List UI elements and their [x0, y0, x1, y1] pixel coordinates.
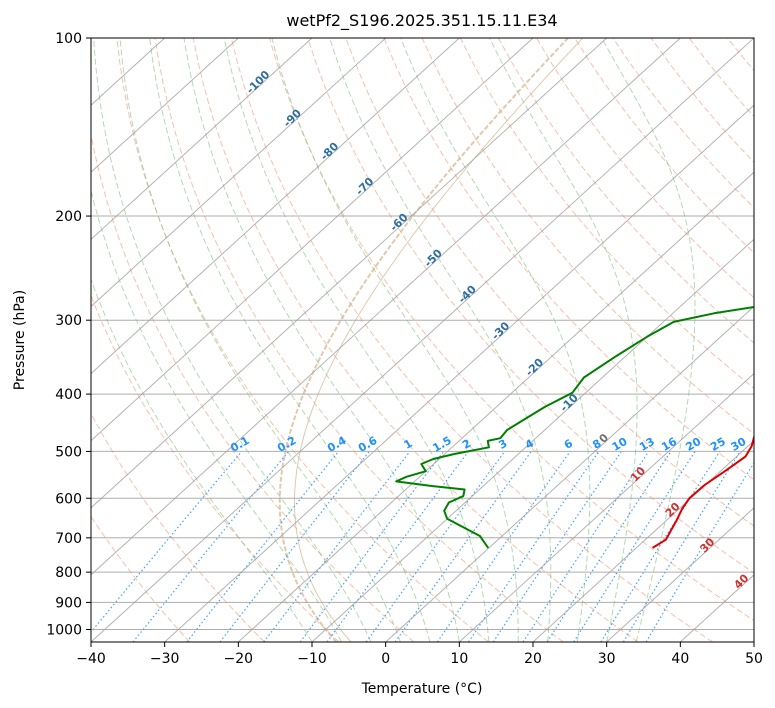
dry-adiabat-line [154, 38, 564, 642]
y-axis-label: Pressure (hPa) [12, 290, 28, 390]
series-line-2 [395, 305, 754, 549]
mixing-ratio-line [263, 451, 411, 642]
x-axis: −40 −30 −20 −10 0 10 20 30 40 50 [76, 642, 763, 667]
moist-adiabat-line [601, 38, 696, 642]
y-tick-label: 100 [55, 31, 82, 47]
dry-adiabat-line [269, 38, 754, 622]
isotherm-line [91, 38, 534, 442]
isotherm-line [91, 38, 387, 308]
moist-adiabat-line [91, 188, 342, 642]
y-tick-label: 800 [55, 565, 82, 581]
mixing-ratio-line [492, 451, 622, 642]
x-tick-label: 40 [671, 651, 689, 667]
dry-adiabat-line [91, 412, 265, 642]
isotherm-line [458, 372, 754, 642]
dry-adiabat-line [536, 38, 754, 299]
y-tick-label: 1000 [46, 622, 82, 638]
dry-adiabat-line [307, 38, 754, 574]
dry-adiabat-line [459, 38, 754, 389]
x-tick-label: 30 [598, 651, 616, 667]
x-tick-label: −30 [150, 651, 180, 667]
isotherm-line [91, 38, 313, 241]
isotherm-line [532, 439, 754, 642]
mixing-ratio-line [467, 451, 600, 642]
mixing-ratio-line [326, 451, 469, 642]
dry-adiabat-line [230, 38, 713, 642]
grid [91, 38, 754, 642]
x-tick-label: −20 [224, 651, 254, 667]
y-tick-label: 200 [55, 209, 82, 225]
x-axis-label: Temperature (°C) [361, 681, 483, 697]
isotherm-line [237, 171, 754, 642]
dry-adiabat-line [497, 38, 754, 344]
series-layer [395, 305, 754, 549]
mixing-ratio-line [186, 451, 340, 642]
moist-adiabat-line [119, 38, 401, 642]
isotherm-line [164, 104, 754, 642]
mixing-ratio-line [365, 451, 506, 642]
wet-bulb-curve [294, 38, 584, 642]
y-tick-label: 400 [55, 387, 82, 403]
moist-adiabat-line [489, 38, 638, 642]
mixing-ratio-line [622, 451, 741, 642]
y-tick-label: 600 [55, 491, 82, 507]
isotherm-line [91, 38, 754, 642]
moist-adiabat-line [93, 38, 372, 642]
isotherm-line [91, 38, 239, 173]
y-tick-label: 300 [55, 313, 82, 329]
mixing-ratio-line [573, 451, 696, 642]
isotherm-line [385, 305, 754, 642]
x-tick-label: 20 [524, 651, 542, 667]
mixing-ratio-line [91, 451, 243, 633]
dry-adiabat-line [91, 294, 340, 642]
series-line-1 [651, 433, 754, 549]
isotherm-line [606, 507, 754, 642]
x-tick-label: −10 [297, 651, 327, 667]
dry-adiabat-line [383, 38, 754, 481]
isotherm-line [91, 38, 608, 509]
isotherm-line [91, 38, 681, 576]
y-tick-label: 700 [55, 531, 82, 547]
moist-adiabat-line [400, 38, 591, 642]
moist-adiabat-line [183, 38, 460, 642]
moist-adiabat-line [271, 38, 519, 642]
x-tick-label: −40 [76, 651, 106, 667]
plot-frame [90, 37, 755, 643]
y-axis: 100 200 300 400 500 600 700 800 900 1000 [46, 31, 91, 638]
wet-bulb-curve [278, 38, 569, 642]
x-tick-label: 10 [450, 651, 468, 667]
mixing-ratio-line [546, 451, 672, 642]
y-tick-label: 500 [55, 444, 82, 460]
dry-adiabat-line [91, 515, 191, 642]
y-tick-label: 900 [55, 595, 82, 611]
x-tick-label: 50 [745, 651, 763, 667]
mixing-ratio-line [299, 451, 445, 642]
mixing-ratio-line [132, 451, 290, 642]
chart-title: wetPf2_S196.2025.351.15.11.E34 [286, 11, 557, 31]
moist-adiabat-line [149, 38, 431, 642]
x-tick-label: 0 [381, 651, 390, 667]
dry-adiabat-line [116, 38, 489, 642]
mixing-ratio-line [522, 451, 650, 642]
isotherm-line [91, 38, 460, 375]
mixing-ratio-line [436, 451, 571, 642]
